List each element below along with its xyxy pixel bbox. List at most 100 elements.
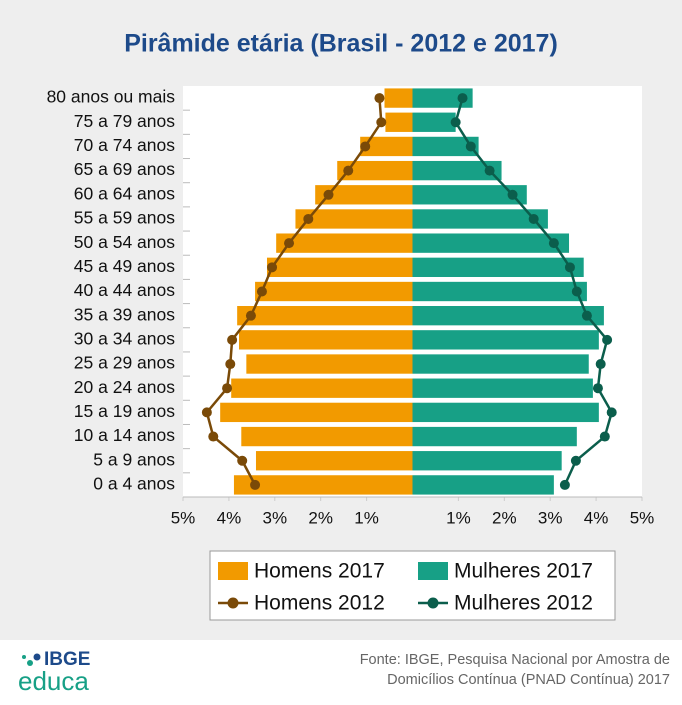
bar [412,112,456,132]
x-tick-label: 4% [217,508,242,527]
x-tick-label: 1% [446,508,471,527]
bar [266,257,413,277]
bar [412,160,502,181]
legend-swatch [218,562,248,580]
point [484,165,495,176]
y-tick-label: 60 a 64 anos [74,183,175,203]
point [237,455,248,466]
footer-background [0,640,682,700]
bar [412,257,584,277]
point [548,238,559,249]
x-tick-label: 2% [492,508,517,527]
bar [412,451,562,471]
bar [337,160,413,181]
y-tick-label: 75 a 79 anos [74,111,175,131]
y-tick-label: 70 a 74 anos [74,135,175,155]
legend-label: Mulheres 2017 [454,560,593,583]
legend-label: Homens 2012 [254,592,385,615]
point [267,262,278,273]
bar [276,233,413,253]
logo-dot [22,655,26,659]
bar [412,185,527,205]
point [303,213,314,224]
y-tick-label: 15 a 19 anos [74,401,175,421]
point [343,165,354,176]
chart-title: Pirâmide etária (Brasil - 2012 e 2017) [124,30,558,58]
point [360,141,371,152]
point [374,93,385,104]
bar [412,354,589,374]
bar [238,330,413,350]
x-tick-label: 4% [584,508,609,527]
bar [315,185,413,205]
point [564,262,575,273]
y-tick-label: 20 a 24 anos [74,377,175,397]
bar [412,378,593,398]
point [225,359,236,370]
bar [412,402,599,423]
bar [412,281,587,302]
point [227,334,238,345]
logo-dot [33,653,41,661]
bar [255,451,413,471]
y-tick-label: 55 a 59 anos [74,208,175,228]
point [606,407,617,418]
point [457,93,468,104]
bar [412,306,604,326]
bar [241,426,413,447]
x-tick-label: 1% [354,508,379,527]
bar [412,475,554,495]
y-tick-label: 35 a 39 anos [74,304,175,324]
y-tick-label: 80 anos ou mais [47,87,176,107]
logo-text: IBGE [44,649,90,670]
point [201,407,212,418]
y-tick-label: 25 a 29 anos [74,353,175,373]
y-tick-label: 5 a 9 anos [93,449,175,469]
point [559,479,570,490]
point [245,310,256,321]
point [528,213,539,224]
legend-box [209,550,616,621]
bar [255,281,413,302]
bar [385,112,413,132]
bar [412,330,599,350]
y-tick-label: 10 a 14 anos [74,425,175,445]
bar [412,209,548,229]
x-tick-label: 5% [171,508,196,527]
x-tick-label: 5% [630,508,655,527]
bar [295,209,413,229]
point [602,334,613,345]
source-text: Domicílios Contínua (PNAD Contínua) 2017 [387,672,670,688]
point [599,431,610,442]
bar [237,306,413,326]
legend-label: Mulheres 2012 [454,592,593,615]
y-tick-label: 50 a 54 anos [74,232,175,252]
point [450,117,461,128]
point [592,383,603,394]
bar [360,136,413,157]
point [222,383,233,394]
y-tick-label: 0 a 4 anos [93,474,175,494]
point [284,238,295,249]
point [465,141,476,152]
y-tick-label: 65 a 69 anos [74,159,175,179]
x-tick-label: 2% [308,508,333,527]
x-tick-label: 3% [538,508,563,527]
logo-dot [27,660,33,666]
legend-marker [427,597,439,609]
point [571,286,582,297]
logo-text: educa [18,666,89,696]
bar [412,233,570,253]
legend-label: Homens 2017 [254,560,385,583]
y-tick-label: 45 a 49 anos [74,256,175,276]
point [376,117,387,128]
point [323,189,334,200]
x-tick-label: 3% [263,508,288,527]
bar [233,475,413,495]
bar [412,426,577,447]
legend-swatch [418,562,448,580]
y-tick-label: 40 a 44 anos [74,280,175,300]
bar [384,88,413,108]
